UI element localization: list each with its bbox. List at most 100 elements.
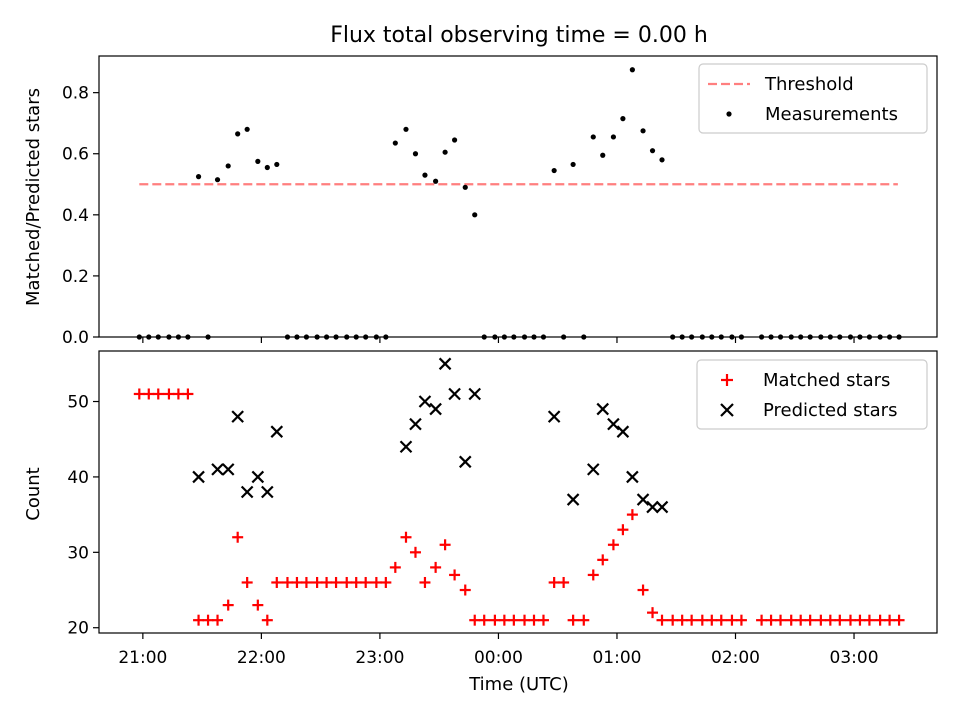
measurement-point (640, 128, 646, 134)
count-y-tick-label: 20 (67, 619, 89, 639)
matched-star-point (212, 614, 224, 626)
predicted-star-point (399, 440, 413, 454)
legend-threshold-label: Threshold (764, 74, 854, 95)
measurement-point (877, 334, 883, 340)
measurement-point (146, 334, 152, 340)
predicted-star-point (607, 417, 620, 431)
matched-star-point (419, 576, 431, 588)
matched-star-point (389, 561, 401, 573)
legend-predicted-swatch (720, 403, 734, 417)
matched-star-point (360, 576, 372, 588)
matched-star-point (459, 584, 471, 596)
measurement-point (699, 334, 705, 340)
predicted-star-point (429, 402, 442, 416)
measurement-point (235, 131, 241, 137)
ratio-y-tick-label: 0.4 (62, 206, 89, 226)
predicted-star-point (586, 463, 600, 476)
measurement-point (738, 334, 745, 340)
measurement-point (225, 163, 231, 169)
matched-star-point (519, 614, 531, 626)
count-x-tick-label: 21:00 (118, 648, 167, 668)
measurement-point (214, 177, 221, 183)
predicted-star-point (221, 463, 235, 476)
measurement-point (847, 334, 854, 340)
measurement-point (303, 334, 310, 340)
ratio-y-tick-label: 0.2 (62, 267, 89, 287)
measurement-point (492, 334, 498, 340)
matched-star-point (133, 388, 145, 400)
ratio-x-axis (142, 337, 855, 343)
predicted-star-point (448, 387, 461, 401)
measurement-point (511, 334, 517, 340)
matched-star-point (834, 614, 846, 626)
measurement-point (155, 334, 161, 340)
measurement-point (561, 334, 567, 340)
predicted-star-point (626, 470, 639, 484)
measurement-point (185, 334, 191, 340)
matched-star-point (430, 561, 442, 573)
matched-star-point (706, 614, 718, 626)
matched-star-point (341, 576, 353, 588)
measurement-point (274, 161, 280, 168)
matched-star-point (182, 388, 194, 400)
count-y-tick-label: 50 (67, 393, 89, 413)
ratio-legend-box (698, 63, 928, 134)
measurement-point (540, 334, 547, 340)
measurement-point (353, 334, 359, 340)
measurement-point (403, 126, 409, 132)
measurement-point (333, 334, 339, 340)
matched-star-point (676, 614, 688, 626)
count-x-tick-label: 02:00 (711, 648, 760, 668)
matched-star-point (637, 584, 649, 596)
ratio-y-axis-label: Matched/Predicted stars (23, 88, 44, 306)
measurement-point (433, 178, 439, 184)
predicted-star-point (211, 463, 224, 476)
measurement-point (837, 334, 843, 340)
count-y-axis: 20 30 40 50 (67, 393, 99, 639)
matched-star-point (489, 614, 501, 626)
matched-star-point (232, 531, 244, 543)
legend-measurements-swatch (726, 111, 732, 117)
matched-star-point (163, 388, 175, 400)
measurement-point (284, 334, 291, 340)
count-x-tick-label: 23:00 (355, 648, 404, 668)
predicted-star-point (409, 417, 422, 431)
measurement-point (294, 334, 300, 340)
measurement-point (679, 334, 685, 340)
measurement-point (442, 149, 448, 155)
measurement-point (255, 158, 261, 164)
measurement-point (896, 334, 902, 340)
matched-star-point (439, 539, 451, 551)
measurement-point (709, 334, 715, 340)
matched-star-point (380, 576, 392, 588)
count-x-tick-label: 22:00 (237, 648, 286, 668)
measurement-point (451, 137, 458, 143)
matched-star-point (271, 576, 283, 588)
matched-star-point (726, 614, 738, 626)
legend-predicted-label: Predicted stars (763, 400, 897, 421)
measurement-point (501, 334, 507, 340)
matched-star-point (567, 614, 579, 626)
predicted-star-point (646, 500, 659, 514)
matched-star-point (765, 614, 777, 626)
legend-matched-label: Matched stars (763, 370, 890, 391)
count-x-tick-label: 00:00 (474, 648, 523, 668)
measurement-point (610, 134, 617, 140)
matched-star-point (300, 576, 312, 588)
measurement-point (629, 67, 635, 73)
count-x-axis-label: Time (UTC) (468, 674, 569, 695)
measurement-point (886, 334, 893, 340)
measurement-point (521, 334, 528, 340)
count-y-tick-label: 30 (67, 543, 89, 563)
measurement-point (659, 157, 665, 163)
measurement-point (768, 334, 774, 340)
matched-star-point (172, 388, 184, 400)
ratio-panel: 0.00.20.40.60.8 Matched/Predicted stars … (23, 55, 938, 348)
measurement-point (373, 334, 379, 340)
measurement-point (205, 334, 211, 340)
matched-star-point (291, 576, 303, 588)
predicted-star-point (438, 357, 452, 371)
measurement-point (422, 172, 428, 178)
measurement-point (590, 134, 596, 140)
matched-star-point (281, 576, 293, 588)
